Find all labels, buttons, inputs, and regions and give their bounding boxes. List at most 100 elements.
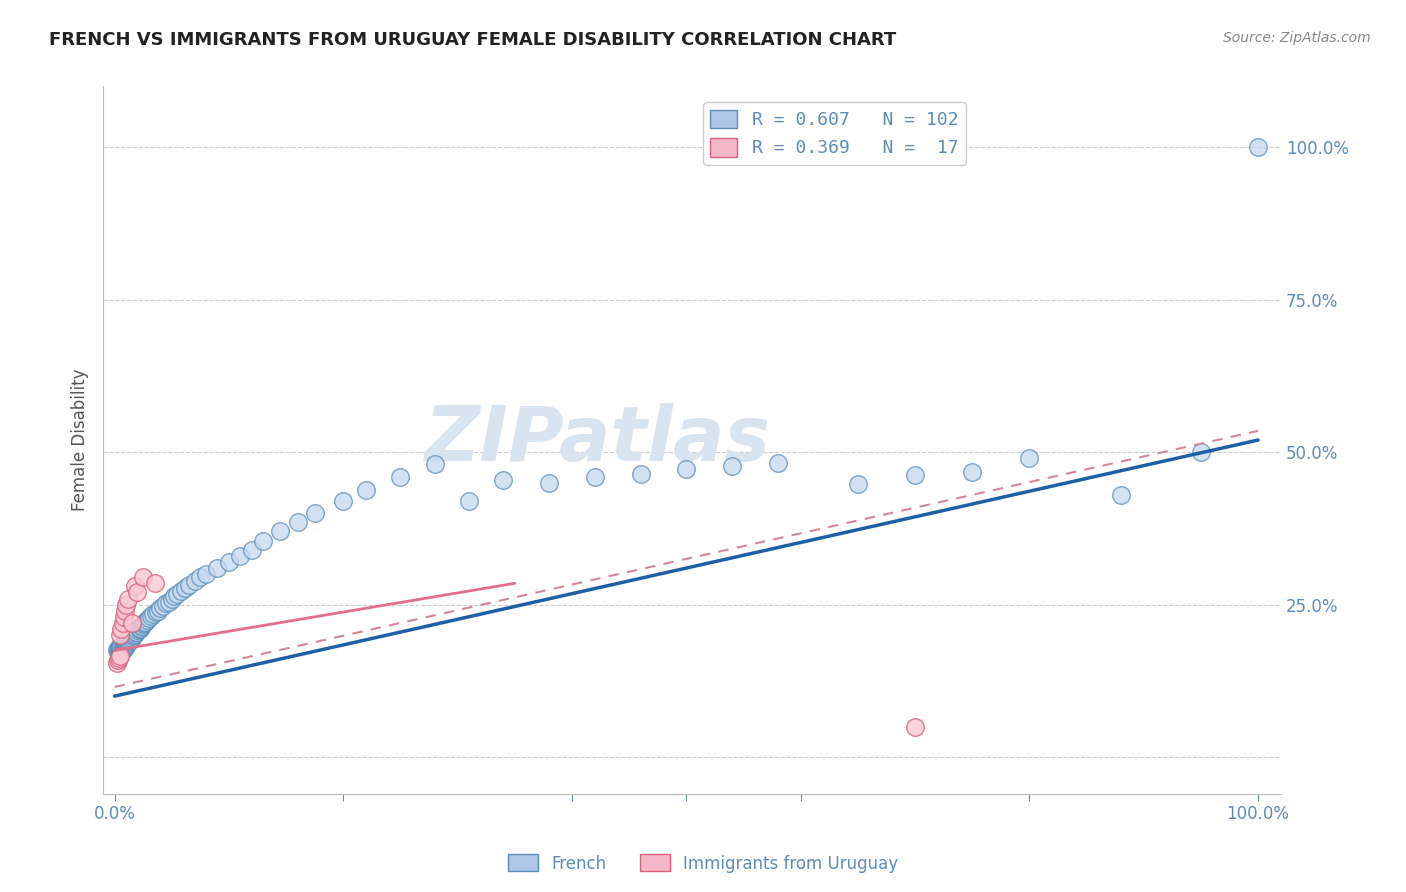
Point — [111, 643, 134, 657]
Point — [112, 641, 135, 656]
Point — [174, 581, 197, 595]
Point — [1109, 488, 1132, 502]
Point — [143, 576, 166, 591]
Point — [177, 578, 200, 592]
Point — [107, 641, 129, 656]
Point — [110, 622, 132, 636]
Point — [107, 643, 129, 657]
Point — [252, 533, 274, 548]
Point — [134, 615, 156, 630]
Point — [134, 615, 156, 629]
Point — [110, 628, 132, 642]
Point — [115, 637, 138, 651]
Point — [721, 458, 744, 473]
Point — [117, 635, 139, 649]
Point — [111, 615, 134, 630]
Point — [117, 633, 139, 648]
Point — [115, 634, 138, 648]
Point — [142, 607, 165, 621]
Point — [904, 720, 927, 734]
Point — [170, 584, 193, 599]
Point — [127, 624, 149, 638]
Legend: R = 0.607   N = 102, R = 0.369   N =  17: R = 0.607 N = 102, R = 0.369 N = 17 — [703, 103, 966, 165]
Point — [124, 579, 146, 593]
Point — [218, 555, 240, 569]
Point — [110, 649, 132, 664]
Point — [108, 651, 131, 665]
Point — [112, 639, 135, 653]
Point — [115, 635, 138, 649]
Text: Source: ZipAtlas.com: Source: ZipAtlas.com — [1223, 31, 1371, 45]
Point — [127, 585, 149, 599]
Point — [1247, 140, 1270, 154]
Point — [124, 627, 146, 641]
Point — [166, 587, 188, 601]
Point — [120, 629, 142, 643]
Legend: French, Immigrants from Uruguay: French, Immigrants from Uruguay — [501, 847, 905, 880]
Point — [128, 621, 150, 635]
Point — [111, 640, 134, 655]
Point — [110, 640, 132, 655]
Point — [111, 642, 134, 657]
Point — [108, 640, 131, 655]
Point — [105, 656, 128, 670]
Point — [149, 600, 172, 615]
Point — [132, 570, 155, 584]
Point — [304, 506, 326, 520]
Point — [1189, 445, 1212, 459]
Point — [188, 570, 211, 584]
Point — [240, 542, 263, 557]
Point — [118, 631, 141, 645]
Point — [122, 628, 145, 642]
Point — [110, 642, 132, 657]
Point — [121, 629, 143, 643]
Point — [114, 640, 136, 655]
Point — [195, 567, 218, 582]
Point — [110, 641, 132, 656]
Point — [111, 641, 134, 656]
Point — [269, 524, 291, 539]
Point — [538, 475, 561, 490]
Point — [110, 642, 132, 657]
Point — [583, 469, 606, 483]
Point — [108, 642, 131, 657]
Point — [120, 633, 142, 648]
Point — [207, 561, 229, 575]
Text: ZIPatlas: ZIPatlas — [425, 403, 770, 477]
Point — [155, 596, 177, 610]
Point — [630, 467, 652, 481]
Point — [145, 605, 167, 619]
Y-axis label: Female Disability: Female Disability — [72, 368, 89, 511]
Point — [110, 640, 132, 655]
Text: FRENCH VS IMMIGRANTS FROM URUGUAY FEMALE DISABILITY CORRELATION CHART: FRENCH VS IMMIGRANTS FROM URUGUAY FEMALE… — [49, 31, 897, 49]
Point — [287, 516, 309, 530]
Point — [110, 641, 132, 656]
Point — [112, 610, 135, 624]
Point — [115, 639, 138, 653]
Point — [121, 615, 143, 630]
Point — [163, 589, 186, 603]
Point — [121, 628, 143, 642]
Point — [423, 458, 446, 472]
Point — [159, 594, 181, 608]
Point — [108, 643, 131, 657]
Point — [354, 483, 377, 497]
Point — [131, 619, 153, 633]
Point — [128, 622, 150, 636]
Point — [183, 574, 205, 589]
Point — [115, 598, 138, 612]
Point — [112, 635, 135, 649]
Point — [114, 639, 136, 653]
Point — [1018, 451, 1040, 466]
Point — [675, 462, 697, 476]
Point — [112, 637, 135, 651]
Point — [114, 637, 136, 651]
Point — [846, 477, 869, 491]
Point — [115, 634, 138, 648]
Point — [458, 494, 481, 508]
Point — [115, 637, 138, 651]
Point — [389, 469, 412, 483]
Point — [160, 591, 183, 606]
Point — [114, 604, 136, 618]
Point — [125, 625, 148, 640]
